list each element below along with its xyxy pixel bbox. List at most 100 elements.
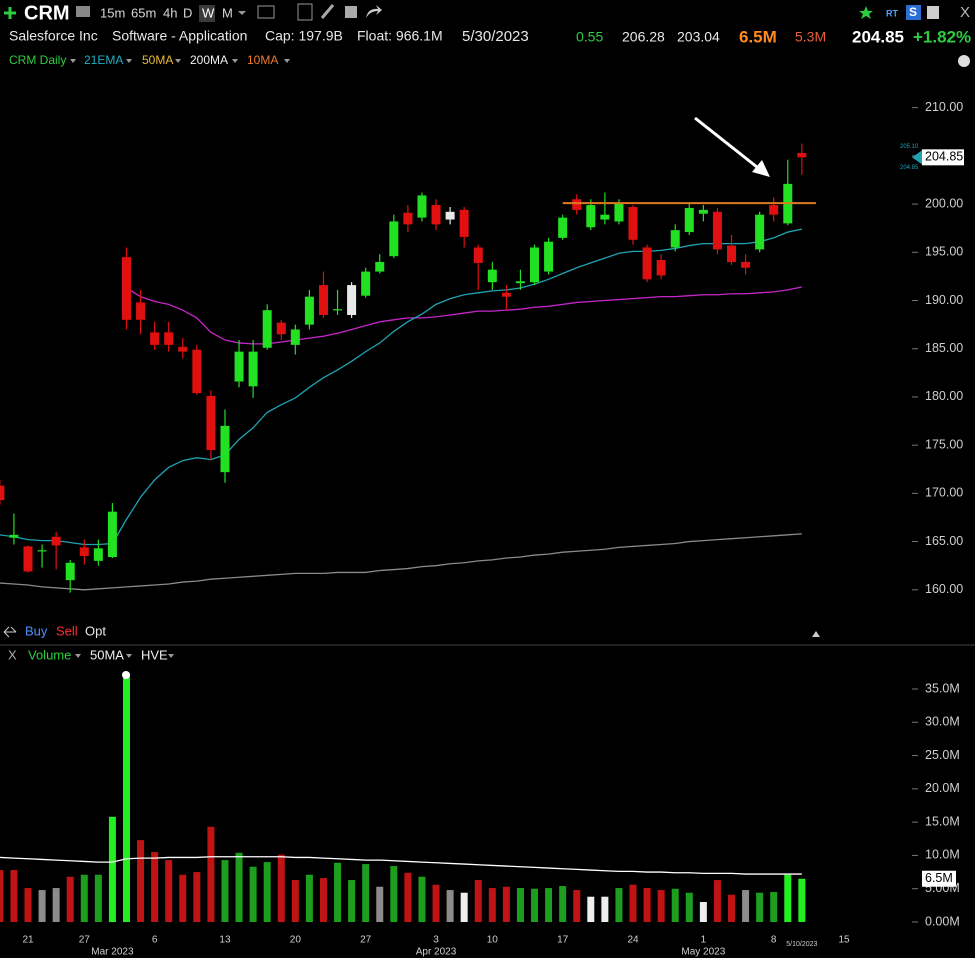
chart-title[interactable]: CRM Daily <box>9 53 66 67</box>
symbol[interactable]: CRM <box>24 2 70 24</box>
candle-body <box>290 329 300 345</box>
add-icon[interactable] <box>4 7 16 19</box>
s-icon[interactable]: S <box>909 5 917 19</box>
quote-row: Salesforce Inc Software - Application Ca… <box>9 27 971 46</box>
legend-entry[interactable]: HVE <box>141 647 168 662</box>
y-tick-label: 15.0M <box>925 814 960 828</box>
timeframe[interactable]: 65m <box>131 5 156 20</box>
volume-bar <box>502 886 510 923</box>
timeframe[interactable]: M <box>222 5 233 20</box>
candle-body <box>206 395 216 450</box>
axes: 160.00 165.00 170.00 175.00 180.00 185.00 190.… <box>22 100 964 958</box>
star-icon[interactable] <box>859 6 873 19</box>
candle-body <box>459 209 469 237</box>
legend-entry[interactable]: 200MA <box>190 53 228 67</box>
candle-body <box>276 322 286 335</box>
candle-body <box>544 241 554 272</box>
calc-icon[interactable] <box>297 3 313 21</box>
palette-icon[interactable] <box>958 55 970 67</box>
volume-bar <box>362 864 370 923</box>
timeframe[interactable]: 4h <box>163 5 177 20</box>
dropdown[interactable] <box>75 654 81 658</box>
volume-bar <box>66 876 74 923</box>
float: Float: 966.1M <box>357 28 443 44</box>
volume-bar <box>291 880 299 923</box>
candle-body <box>51 536 61 546</box>
buy-button[interactable]: Buy <box>25 623 48 638</box>
candle-body <box>515 281 525 284</box>
dropdown[interactable] <box>238 11 246 15</box>
volume-bar <box>573 890 581 923</box>
candle-body <box>600 214 610 220</box>
dropdown[interactable] <box>284 59 290 63</box>
ma-line <box>0 228 802 546</box>
volume-bar <box>531 888 539 923</box>
dropdown[interactable] <box>126 59 132 63</box>
candle-body <box>37 550 47 552</box>
volume-bar <box>151 852 159 923</box>
legend-entry[interactable]: Volume <box>28 647 71 662</box>
volume-bar <box>474 880 482 923</box>
collapse-toggle[interactable] <box>812 631 820 637</box>
timeframe[interactable]: 15m <box>100 5 125 20</box>
trade-icon[interactable] <box>3 626 17 638</box>
draw-icon[interactable] <box>320 4 335 19</box>
candle-body <box>670 230 680 248</box>
dropdown[interactable] <box>70 59 76 63</box>
dropdown[interactable] <box>168 654 174 658</box>
last-price-box <box>922 149 964 166</box>
volume-bar <box>122 672 130 923</box>
chart-type-icon[interactable] <box>76 6 90 17</box>
tag-icon[interactable] <box>345 6 357 18</box>
volume-bar <box>488 888 496 923</box>
legend-entry[interactable]: 50MA <box>142 53 173 67</box>
candle-body <box>530 247 540 283</box>
candle-body <box>473 247 483 263</box>
x-month-label: May 2023 <box>681 947 725 958</box>
timeframe[interactable]: D <box>183 5 192 20</box>
dropdown[interactable] <box>232 59 238 63</box>
volume-bar <box>0 870 4 923</box>
volume: 6.5M <box>739 27 777 46</box>
dropdown[interactable] <box>126 654 132 658</box>
candle-body <box>0 485 5 501</box>
candle-body <box>178 346 188 352</box>
y-tick-label: 165.00 <box>925 534 963 548</box>
volume-bar <box>277 854 285 923</box>
share-icon[interactable] <box>366 5 382 18</box>
toolbar: CRM 15m 65m 4h D W M RT S X <box>4 2 970 24</box>
close-button[interactable]: X <box>960 4 970 21</box>
legend-entry[interactable]: 10MA <box>247 53 278 67</box>
dropdown[interactable] <box>175 59 181 63</box>
company: Salesforce Inc <box>9 28 98 44</box>
candle-body <box>698 209 708 214</box>
legend-entry[interactable]: 21EMA <box>84 53 123 67</box>
x-tick-label: 1 <box>701 935 707 946</box>
volume-bar <box>742 890 750 923</box>
low: 203.04 <box>677 29 720 45</box>
x-month-label: Apr 2023 <box>416 947 457 958</box>
volume-bar <box>80 874 88 923</box>
candle-body <box>445 211 455 220</box>
x-tick-label: 15 <box>838 935 850 946</box>
tool-icon[interactable] <box>257 5 275 19</box>
volume-bar <box>432 884 440 923</box>
close-pane[interactable]: X <box>8 647 17 662</box>
annotation-arrowhead <box>752 160 770 177</box>
candle-body <box>684 207 694 233</box>
options-button[interactable]: Opt <box>85 623 106 638</box>
rt-icon[interactable]: RT <box>886 8 898 18</box>
volume-bar <box>685 892 693 923</box>
save-icon[interactable] <box>927 6 939 19</box>
candle-body <box>755 214 765 250</box>
candle-body <box>248 351 258 387</box>
timeframe[interactable]: W <box>202 5 215 20</box>
volume-bar <box>559 886 567 923</box>
candle-body <box>586 205 596 228</box>
volume-bar <box>376 886 384 923</box>
volume-bar <box>263 862 271 923</box>
x-tick-label: 8 <box>771 935 777 946</box>
legend-entry[interactable]: 50MA <box>90 647 124 662</box>
sell-button[interactable]: Sell <box>56 623 78 638</box>
price-tag: 204.85 <box>900 165 919 171</box>
